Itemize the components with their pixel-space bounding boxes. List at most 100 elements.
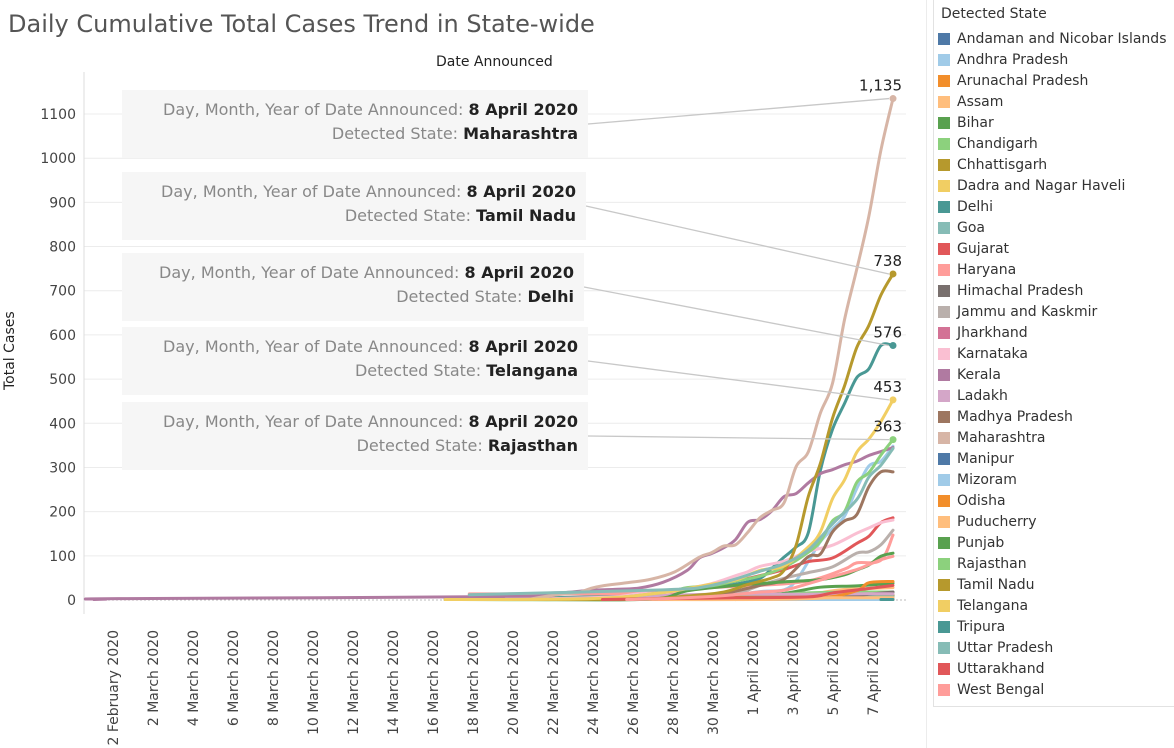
legend-item[interactable]: Manipur [934, 448, 1174, 469]
x-tick-label: 28 March 2020 [666, 630, 682, 735]
annotation-line-2: Detected State: Maharashtra [122, 122, 578, 146]
legend-item[interactable]: Goa [934, 217, 1174, 238]
annotation-key: Detected State: [396, 287, 528, 306]
legend-swatch [938, 305, 950, 318]
legend-label: Uttar Pradesh [957, 639, 1054, 656]
legend-item[interactable]: Madhya Pradesh [934, 406, 1174, 427]
legend-item[interactable]: Tripura [934, 616, 1174, 637]
legend-label: Puducherry [957, 513, 1037, 530]
end-marker [889, 396, 897, 404]
legend-item[interactable]: Jammu and Kaskmir [934, 301, 1174, 322]
legend-item[interactable]: Maharashtra [934, 427, 1174, 448]
legend-item[interactable]: Telangana [934, 595, 1174, 616]
legend-label: Bihar [957, 114, 994, 131]
legend-item[interactable]: West Bengal [934, 679, 1174, 700]
legend-item[interactable]: Kerala [934, 364, 1174, 385]
legend-item[interactable]: Uttarakhand [934, 658, 1174, 679]
legend-item[interactable]: Andaman and Nicobar Islands [934, 28, 1174, 49]
legend-item[interactable]: Gujarat [934, 238, 1174, 259]
legend-item[interactable]: Odisha [934, 490, 1174, 511]
legend-label: Rajasthan [957, 555, 1027, 572]
legend-item[interactable]: Uttar Pradesh [934, 637, 1174, 658]
legend-swatch [938, 641, 950, 654]
data-label: 453 [873, 378, 902, 396]
legend-item[interactable]: Karnataka [934, 343, 1174, 364]
annotation-key: Detected State: [354, 361, 487, 380]
legend-item[interactable]: Andhra Pradesh [934, 49, 1174, 70]
annotation-line-1: Day, Month, Year of Date Announced: 8 Ap… [122, 410, 578, 434]
annotation-tamil-nadu: Day, Month, Year of Date Announced: 8 Ap… [122, 172, 586, 240]
legend-item[interactable]: Arunachal Pradesh [934, 70, 1174, 91]
legend-item[interactable]: Chhattisgarh [934, 154, 1174, 175]
legend-label: Kerala [957, 366, 1001, 383]
annotation-telangana: Day, Month, Year of Date Announced: 8 Ap… [122, 327, 588, 395]
annotation-line-1: Day, Month, Year of Date Announced: 8 Ap… [122, 98, 578, 122]
legend-label: Madhya Pradesh [957, 408, 1073, 425]
legend-label: Maharashtra [957, 429, 1046, 446]
y-tick-label: 100 [49, 549, 76, 565]
annotation-key: Day, Month, Year of Date Announced: [159, 263, 465, 282]
legend-label: Himachal Pradesh [957, 282, 1084, 299]
legend-item[interactable]: Assam [934, 91, 1174, 112]
annotation-key: Day, Month, Year of Date Announced: [161, 182, 467, 201]
annotation-key: Day, Month, Year of Date Announced: [163, 337, 469, 356]
legend[interactable]: Detected State Andaman and Nicobar Islan… [933, 0, 1174, 707]
legend-label: Haryana [957, 261, 1017, 278]
annotation-value: 8 April 2020 [468, 412, 579, 431]
legend-swatch [938, 263, 950, 276]
legend-label: Manipur [957, 450, 1014, 467]
legend-item[interactable]: Haryana [934, 259, 1174, 280]
legend-swatch [938, 431, 950, 444]
annotation-leader [587, 435, 890, 441]
annotation-value: 8 April 2020 [468, 337, 579, 356]
legend-item[interactable]: Punjab [934, 532, 1174, 553]
x-tick-label: 2 March 2020 [146, 630, 162, 726]
legend-item[interactable]: Chandigarh [934, 133, 1174, 154]
annotation-line-2: Detected State: Tamil Nadu [122, 204, 576, 228]
legend-swatch [938, 368, 950, 381]
x-tick-label: 6 March 2020 [226, 630, 242, 726]
legend-title: Detected State [941, 6, 1047, 22]
legend-item[interactable]: Dadra and Nagar Haveli [934, 175, 1174, 196]
annotation-line-1: Day, Month, Year of Date Announced: 8 Ap… [122, 180, 576, 204]
legend-item[interactable]: Bihar [934, 112, 1174, 133]
legend-item[interactable]: Mizoram [934, 469, 1174, 490]
legend-swatch [938, 53, 950, 66]
x-tick-label: 14 March 2020 [386, 630, 402, 735]
data-label: 1,135 [859, 77, 902, 95]
legend-item[interactable]: Ladakh [934, 385, 1174, 406]
annotation-value: Tamil Nadu [476, 206, 576, 225]
annotation-line-2: Detected State: Telangana [122, 359, 578, 383]
legend-swatch [938, 473, 950, 486]
legend-swatch [938, 536, 950, 549]
legend-swatch [938, 95, 950, 108]
legend-label: Chandigarh [957, 135, 1038, 152]
x-tick-label: 30 March 2020 [706, 630, 722, 735]
legend-swatch [938, 494, 950, 507]
legend-item[interactable]: Puducherry [934, 511, 1174, 532]
annotation-leader [587, 97, 890, 125]
series-line-uttar-pradesh [467, 446, 895, 597]
legend-item[interactable]: Himachal Pradesh [934, 280, 1174, 301]
legend-label: Karnataka [957, 345, 1028, 362]
series-line-tamil-nadu [504, 272, 895, 602]
legend-item[interactable]: Tamil Nadu [934, 574, 1174, 595]
legend-item[interactable]: Jharkhand [934, 322, 1174, 343]
legend-item[interactable]: Rajasthan [934, 553, 1174, 574]
annotation-rajasthan: Day, Month, Year of Date Announced: 8 Ap… [122, 402, 588, 470]
y-tick-label: 1100 [40, 107, 76, 123]
y-tick-label: 500 [49, 372, 76, 388]
x-tick-label: 26 March 2020 [626, 630, 642, 735]
legend-label: Tamil Nadu [957, 576, 1035, 593]
x-axis-title: Date Announced [436, 54, 553, 70]
y-tick-label: 300 [49, 460, 76, 476]
legend-swatch [938, 74, 950, 87]
annotation-value: Telangana [486, 361, 578, 380]
x-tick-label: 7 April 2020 [866, 630, 882, 715]
line-chart: 0 100 200 300 400 500 600 700 800 900 1000 1100 2 Fe… [40, 72, 906, 745]
annotation-leader [583, 286, 890, 347]
x-tick-label: 4 March 2020 [186, 630, 202, 726]
annotation-maharashtra: Day, Month, Year of Date Announced: 8 Ap… [122, 90, 588, 158]
legend-item[interactable]: Delhi [934, 196, 1174, 217]
y-tick-label: 400 [49, 416, 76, 432]
